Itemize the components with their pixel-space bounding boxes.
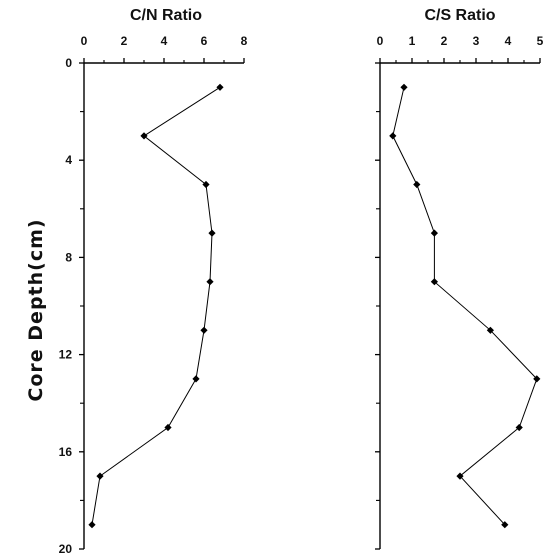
x-tick-label: 4 (505, 34, 512, 48)
series-line (91, 86, 221, 525)
data-point-diamond (164, 423, 172, 432)
x-tick-label: 0 (377, 34, 384, 48)
data-point-diamond (202, 180, 210, 189)
y-tick-label: 8 (65, 250, 72, 264)
x-tick-label: 4 (161, 34, 168, 48)
cn-ratio-panel: C/N Ratio 0 2 4 6 8 0 4 8 12 16 20 (59, 7, 248, 556)
data-point-diamond (192, 375, 200, 383)
x-tick-label: 2 (441, 34, 448, 48)
x-tick-label: 1 (409, 34, 416, 48)
data-point-diamond (400, 83, 408, 91)
data-point-diamond (140, 132, 148, 140)
x-tick-label: 0 (81, 34, 88, 48)
data-point-diamond (96, 472, 104, 480)
y-tick-label: 16 (59, 445, 73, 459)
data-point-diamond (430, 229, 438, 237)
cs-ratio-panel: C/S Ratio 0 1 2 3 4 5 (375, 7, 544, 550)
y-tick-label: 20 (59, 542, 73, 556)
y-tick-label: 12 (59, 348, 73, 362)
data-point-diamond (515, 423, 523, 432)
data-point-diamond (208, 229, 216, 237)
y-axis-label: Core Depth(cm) (25, 218, 47, 401)
x-tick-label: 8 (241, 34, 248, 48)
x-tick-label: 2 (121, 34, 128, 48)
data-point-diamond (501, 521, 509, 529)
data-point-diamond (486, 326, 494, 334)
data-point-diamond (413, 180, 421, 189)
x-tick-label: 5 (537, 34, 544, 48)
data-point-diamond (206, 278, 214, 286)
data-point-diamond (216, 83, 224, 91)
x-tick-label: 6 (201, 34, 208, 48)
cs-ratio-title: C/S Ratio (424, 7, 495, 24)
data-point-diamond (430, 278, 438, 286)
y-tick-label: 0 (65, 56, 72, 70)
data-point-diamond (389, 132, 397, 140)
series-line (392, 87, 538, 526)
data-point-diamond (456, 472, 464, 480)
y-tick-label: 4 (65, 153, 72, 167)
data-point-diamond (200, 326, 208, 334)
data-point-diamond (88, 521, 96, 529)
data-point-diamond (533, 375, 541, 383)
cn-ratio-title: C/N Ratio (130, 7, 202, 24)
x-tick-label: 3 (473, 34, 480, 48)
